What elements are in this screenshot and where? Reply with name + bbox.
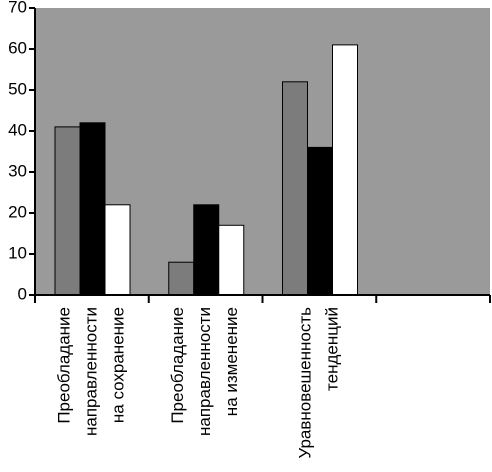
bar — [282, 81, 308, 296]
bar — [332, 44, 358, 296]
x-tick-label: направленности — [195, 307, 214, 436]
y-tick-label: 30 — [8, 161, 27, 180]
x-tick-label: Преобладание — [54, 307, 73, 424]
y-tick-label: 20 — [8, 202, 27, 221]
bar — [104, 204, 131, 296]
y-tick-label: 10 — [8, 243, 27, 262]
bar — [218, 224, 245, 296]
bar — [307, 146, 333, 296]
bar — [168, 261, 195, 296]
bar — [54, 126, 81, 296]
x-tick-label: направленности — [81, 307, 100, 436]
y-tick-label: 50 — [8, 79, 27, 98]
x-tick-label: Преобладание — [168, 307, 187, 424]
y-tick-label: 40 — [8, 120, 27, 139]
bar — [193, 204, 220, 296]
x-tick-label: тенденций — [322, 307, 341, 391]
x-tick-label: Уравновешенность — [295, 307, 314, 459]
x-tick-label: на сохранение — [108, 307, 127, 423]
y-tick-label: 70 — [8, 0, 27, 16]
x-tick-label: на изменение — [222, 307, 241, 416]
bar — [79, 122, 106, 296]
y-tick-label: 60 — [8, 38, 27, 57]
y-tick-label: 0 — [18, 284, 27, 303]
